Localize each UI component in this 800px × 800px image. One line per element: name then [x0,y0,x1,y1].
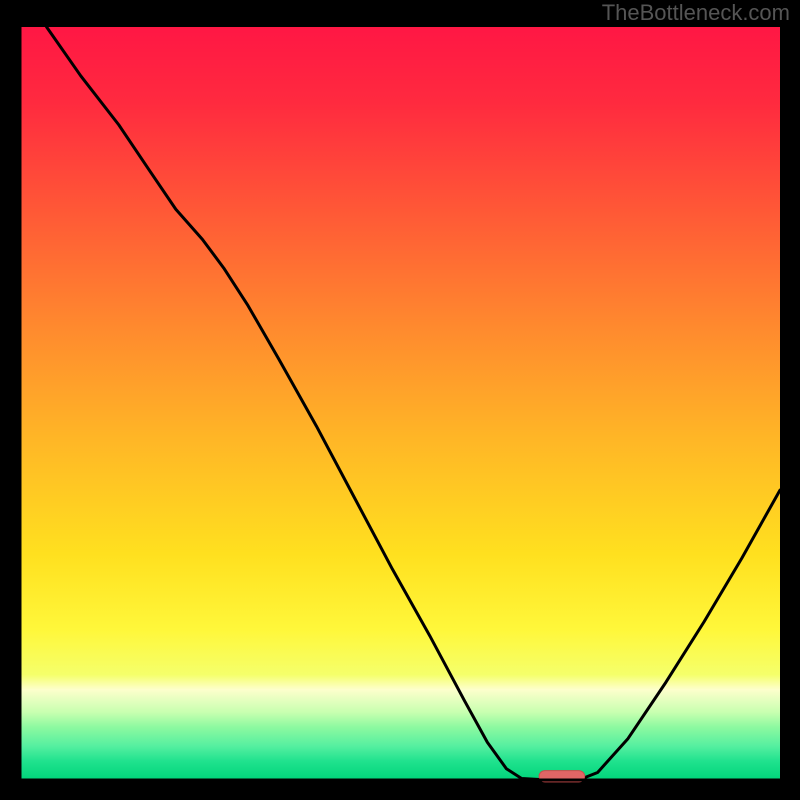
watermark-text: TheBottleneck.com [602,0,790,26]
gradient-background [20,27,780,780]
bottleneck-chart: TheBottleneck.com [0,0,800,800]
chart-svg [0,0,800,800]
